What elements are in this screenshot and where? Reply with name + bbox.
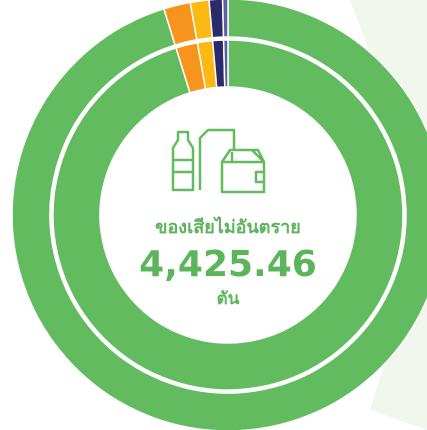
center-value: 4,425.46 xyxy=(139,244,317,285)
donut-segment xyxy=(221,0,229,38)
center-label: ของเสียไม่อันตราย xyxy=(155,216,301,238)
box-icon xyxy=(220,148,266,194)
paper-icon xyxy=(198,128,236,190)
donut-segment xyxy=(52,39,404,391)
center-unit: ตัน xyxy=(217,289,240,309)
rings xyxy=(11,0,427,430)
donut-segment xyxy=(222,39,229,88)
icons xyxy=(171,128,266,194)
donut-segment xyxy=(208,0,225,39)
bottle-icon xyxy=(171,130,195,192)
donut-segment xyxy=(11,0,427,430)
